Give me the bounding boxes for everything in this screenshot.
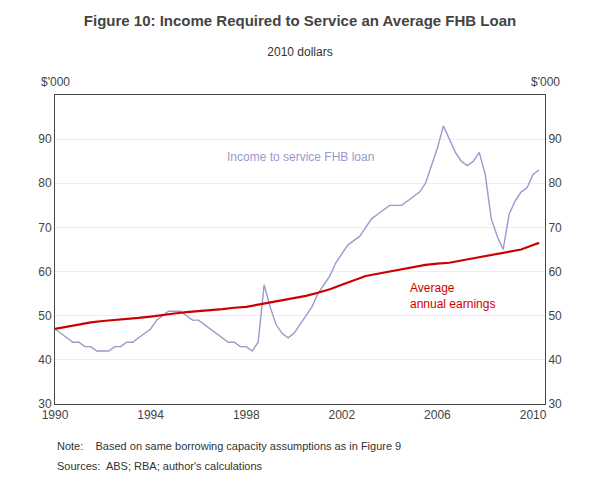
- svg-text:2010: 2010: [520, 408, 547, 422]
- svg-text:1994: 1994: [137, 408, 164, 422]
- svg-text:Figure 10: Income Required to: Figure 10: Income Required to Service an…: [84, 12, 516, 29]
- svg-text:Note: Based on same borrowi: Note: Based on same borrowing capacity a…: [57, 440, 401, 452]
- svg-text:50: 50: [548, 309, 562, 323]
- svg-text:2006: 2006: [424, 408, 451, 422]
- svg-text:60: 60: [38, 265, 52, 279]
- svg-text:$'000: $'000: [531, 75, 560, 89]
- svg-text:70: 70: [548, 221, 562, 235]
- svg-text:80: 80: [548, 176, 562, 190]
- svg-text:Income to service FHB loan: Income to service FHB loan: [227, 150, 374, 164]
- svg-text:Sources: ABS; RBA; author's c: Sources: ABS; RBA; author's calculations: [57, 460, 263, 472]
- svg-text:30: 30: [548, 397, 562, 411]
- svg-text:1990: 1990: [42, 408, 69, 422]
- svg-text:60: 60: [548, 265, 562, 279]
- svg-text:2010 dollars: 2010 dollars: [267, 45, 332, 59]
- svg-text:70: 70: [38, 221, 52, 235]
- svg-text:30: 30: [38, 397, 52, 411]
- svg-text:90: 90: [548, 132, 562, 146]
- svg-text:90: 90: [38, 132, 52, 146]
- svg-text:40: 40: [38, 353, 52, 367]
- svg-text:80: 80: [38, 176, 52, 190]
- svg-text:40: 40: [548, 353, 562, 367]
- svg-text:$'000: $'000: [41, 75, 70, 89]
- svg-text:50: 50: [38, 309, 52, 323]
- svg-text:1998: 1998: [233, 408, 260, 422]
- svg-text:2002: 2002: [328, 408, 355, 422]
- svg-text:Averageannual earnings: Averageannual earnings: [410, 281, 495, 311]
